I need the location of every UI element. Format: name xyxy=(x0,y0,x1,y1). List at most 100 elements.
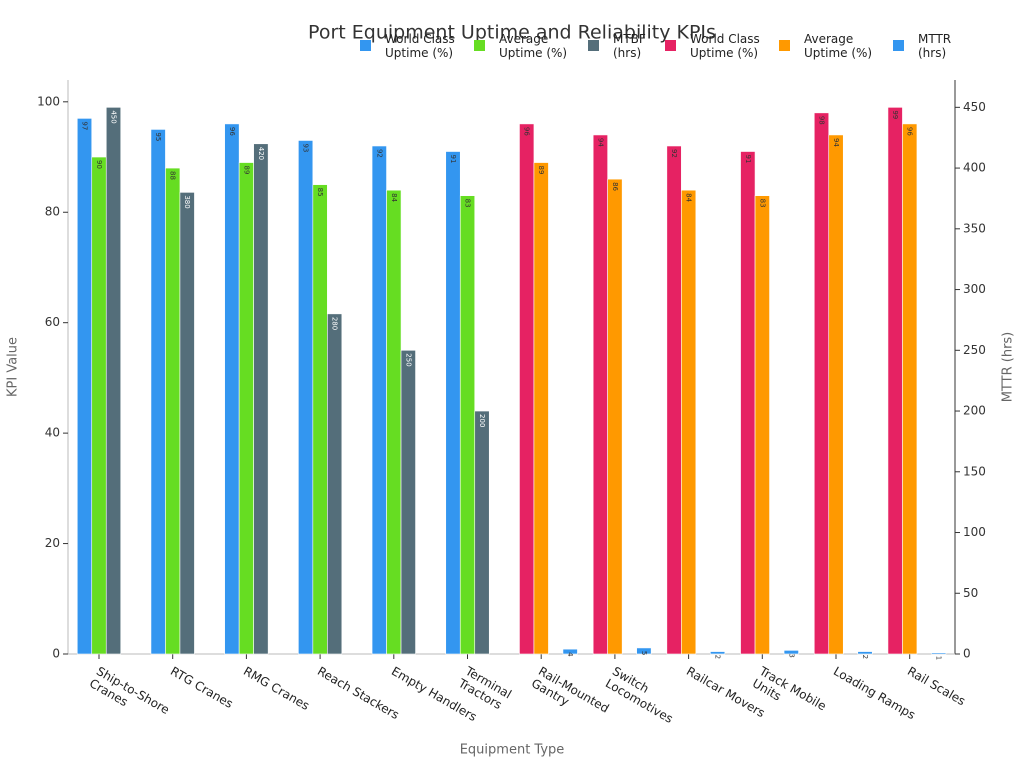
value-label: 83 xyxy=(464,199,472,208)
value-label: 90 xyxy=(95,160,103,169)
y2-tick-label: 0 xyxy=(963,647,971,661)
value-label: 85 xyxy=(316,188,324,197)
bar xyxy=(298,140,314,655)
value-label: 200 xyxy=(478,414,486,427)
bar xyxy=(681,189,697,655)
y2-tick-label: 250 xyxy=(963,343,986,357)
value-label: 86 xyxy=(611,182,619,191)
y-tick-label: 100 xyxy=(37,94,60,108)
value-label: 450 xyxy=(110,110,118,123)
value-label: 84 xyxy=(390,193,398,202)
bar xyxy=(519,123,535,655)
value-label: 420 xyxy=(257,147,265,160)
y2-tick-label: 100 xyxy=(963,525,986,539)
bar xyxy=(636,647,652,655)
legend-label: Average Uptime (%) xyxy=(499,32,568,60)
value-label: 93 xyxy=(302,143,310,152)
legend-swatch xyxy=(893,40,904,51)
bar xyxy=(445,151,461,655)
value-label: 94 xyxy=(596,138,604,147)
value-label: 97 xyxy=(81,121,89,130)
value-label: 4 xyxy=(566,652,574,657)
value-label: 84 xyxy=(685,193,693,202)
value-label: 2 xyxy=(861,655,869,659)
bar xyxy=(105,107,122,655)
value-label: 250 xyxy=(404,353,412,366)
bar xyxy=(150,129,166,655)
bar xyxy=(459,195,476,655)
y2-tick-label: 450 xyxy=(963,100,986,114)
bar xyxy=(902,123,918,655)
bar xyxy=(754,195,770,655)
bar xyxy=(76,118,93,655)
legend-label: World Class Uptime (%) xyxy=(385,32,455,60)
legend-swatch xyxy=(360,40,371,51)
bar xyxy=(253,143,269,655)
value-label: 3 xyxy=(787,653,795,657)
chart-title: Port Equipment Uptime and Reliability KP… xyxy=(308,22,716,44)
bar xyxy=(400,349,416,655)
value-label: 5 xyxy=(640,651,648,655)
legend-label: MTTR (hrs) xyxy=(918,32,952,60)
bar xyxy=(857,651,873,655)
y-tick-label: 60 xyxy=(45,315,60,329)
y2-tick-label: 400 xyxy=(963,161,986,175)
value-label: 96 xyxy=(228,127,236,136)
bar xyxy=(386,189,402,655)
legend-label: World Class Uptime (%) xyxy=(690,32,760,60)
value-label: 88 xyxy=(169,171,177,180)
bar xyxy=(179,192,195,655)
bar xyxy=(666,145,682,655)
value-label: 380 xyxy=(183,195,191,208)
bar xyxy=(91,156,107,655)
bar xyxy=(474,410,490,655)
value-label: 2 xyxy=(714,655,722,659)
y2-tick-label: 350 xyxy=(963,221,986,235)
value-label: 91 xyxy=(744,155,752,164)
y-tick-label: 40 xyxy=(45,426,60,440)
bar xyxy=(238,162,254,655)
value-label: 91 xyxy=(449,155,457,164)
legend-label: Average Uptime (%) xyxy=(804,32,873,60)
value-label: 1 xyxy=(935,656,943,660)
bar xyxy=(327,313,343,655)
y-tick-label: 20 xyxy=(45,536,60,550)
value-label: 99 xyxy=(891,110,899,119)
legend-label: MTBF (hrs) xyxy=(613,32,646,60)
bar xyxy=(828,134,844,655)
y-axis-label: KPI Value xyxy=(6,337,21,397)
legend-swatch xyxy=(588,40,599,51)
y2-axis-label: MTTR (hrs) xyxy=(1001,332,1016,403)
bar xyxy=(813,112,830,655)
bar xyxy=(592,134,608,655)
bar xyxy=(710,651,726,655)
bar xyxy=(371,145,387,655)
bar xyxy=(887,107,903,655)
y2-tick-label: 150 xyxy=(963,464,986,478)
value-label: 94 xyxy=(832,138,840,147)
y2-tick-label: 50 xyxy=(963,586,978,600)
value-label: 95 xyxy=(154,132,162,141)
bar xyxy=(224,123,240,655)
bar xyxy=(607,178,623,655)
y2-tick-label: 200 xyxy=(963,404,986,418)
value-label: 96 xyxy=(523,127,531,136)
bar xyxy=(931,652,947,655)
bar xyxy=(533,162,549,655)
y-tick-label: 80 xyxy=(45,205,60,219)
value-label: 89 xyxy=(537,166,545,175)
value-label: 98 xyxy=(818,116,826,125)
y-tick-label: 0 xyxy=(52,647,60,661)
legend-swatch xyxy=(474,40,485,51)
legend-swatch xyxy=(779,40,790,51)
x-axis-label: Equipment Type xyxy=(460,743,565,758)
bar xyxy=(165,167,181,655)
value-label: 96 xyxy=(906,127,914,136)
y2-tick-label: 300 xyxy=(963,282,986,296)
value-label: 92 xyxy=(375,149,383,158)
bar xyxy=(312,184,328,655)
value-label: 89 xyxy=(242,166,250,175)
value-label: 92 xyxy=(670,149,678,158)
